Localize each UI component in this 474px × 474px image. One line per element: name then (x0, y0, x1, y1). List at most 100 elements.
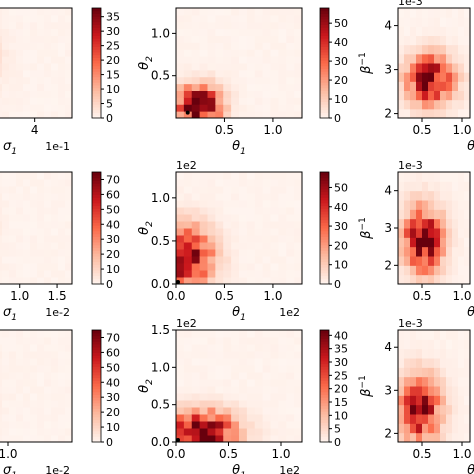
heatmap-cell (231, 21, 240, 30)
heatmap-cell (246, 407, 256, 415)
heatmap-cell (440, 26, 447, 36)
heatmap-cell (294, 235, 302, 243)
heatmap-cell (215, 35, 224, 43)
heatmap-cell (294, 414, 302, 422)
colorbar-segment (320, 411, 329, 415)
heatmap-cell (246, 76, 256, 85)
heatmap-cell (270, 242, 279, 250)
heatmap-cell (440, 330, 447, 340)
heatmap-cell (278, 69, 287, 78)
heatmap-cell (176, 207, 185, 215)
colorbar-segment (92, 216, 101, 221)
heatmap-cell (410, 386, 417, 396)
heatmap-cell (434, 209, 441, 220)
heatmap-cell (37, 49, 45, 57)
heatmap-cell (176, 277, 185, 284)
heatmap-cell (16, 407, 24, 415)
heatmap-cell (440, 108, 447, 118)
heatmap-cell (51, 28, 59, 36)
heatmap-cell (458, 237, 465, 248)
heatmap-cell (278, 97, 287, 105)
heatmap-cell (58, 56, 66, 64)
heatmap-cell (30, 193, 38, 201)
heatmap-cell (239, 42, 248, 50)
heatmap-cell (37, 69, 45, 78)
heatmap-cell (246, 200, 256, 208)
heatmap-cell (183, 365, 193, 373)
heatmap-cell (9, 90, 17, 98)
heatmap-cell (254, 28, 264, 36)
heatmap-cell (262, 235, 271, 243)
colorbar-segment (320, 436, 329, 440)
colorbar-segment (320, 278, 329, 282)
heatmap-cell (44, 256, 52, 264)
heatmap-cell (404, 81, 411, 91)
heatmap-cell (398, 246, 405, 257)
heatmap-cell (270, 221, 279, 229)
heatmap-cell (58, 263, 66, 271)
heatmap-cell (176, 270, 185, 278)
heatmap-cell (37, 330, 45, 338)
heatmap-cell (410, 265, 417, 276)
heatmap-cell (270, 249, 279, 257)
heatmap-cell (51, 330, 59, 338)
heatmap-cell (30, 379, 38, 387)
heatmap-cell (286, 35, 295, 43)
colorbar-tick-label: 60 (106, 346, 120, 359)
heatmap-cell (254, 8, 264, 16)
colorbar-segment (320, 65, 329, 69)
heatmap-cell (398, 35, 405, 46)
heatmap-cell (246, 249, 256, 257)
heatmap-cell (199, 270, 208, 278)
heatmap-cell (37, 407, 45, 415)
heatmap-cell (44, 242, 52, 250)
heatmap-cell (294, 49, 302, 57)
heatmap-cell (44, 428, 52, 436)
heatmap-cell (278, 193, 287, 201)
x-tick-label: 1.0 (0, 447, 18, 461)
colorbar-segment (92, 264, 101, 268)
colorbar-segment (92, 71, 101, 75)
heatmap-cell (23, 330, 31, 338)
heatmap-cell (51, 235, 59, 243)
colorbar-segment (92, 19, 101, 23)
heatmap-cell (231, 8, 240, 16)
heatmap-cell (191, 428, 201, 436)
heatmap-cell (422, 237, 429, 248)
heatmap-cell (398, 8, 405, 18)
heatmap-cell (44, 386, 52, 394)
heatmap-cell (398, 17, 405, 27)
heatmap-cell (16, 330, 24, 338)
heatmap-cell (422, 72, 429, 82)
colorbar-segment (92, 386, 101, 390)
heatmap-cell (30, 400, 38, 408)
heatmap-cell (231, 104, 240, 112)
colorbar-tick-label: 15 (334, 396, 348, 409)
heatmap-cell (231, 249, 240, 257)
heatmap-cell (464, 228, 470, 238)
colorbar-segment (92, 21, 101, 25)
panel-frame (0, 7, 73, 119)
colorbar-segment (92, 79, 101, 83)
heatmap-cell (246, 228, 256, 236)
heatmap-cell (65, 344, 72, 352)
heatmap-cell (183, 200, 193, 208)
colorbar-segment (320, 21, 329, 25)
heatmap-cell (404, 376, 411, 387)
heatmap-cell (254, 421, 264, 429)
heatmap-cell (254, 21, 264, 30)
heatmap-cell (286, 63, 295, 71)
heatmap-cell (404, 26, 411, 36)
heatmap-cell (262, 207, 271, 215)
heatmap-cell (58, 83, 66, 91)
heatmap-cell (262, 76, 271, 85)
heatmap-cell (51, 379, 59, 387)
heatmap-cell (231, 186, 240, 194)
heatmap-cell (294, 428, 302, 436)
heatmap-cell (464, 367, 470, 378)
heatmap-cell (231, 83, 240, 91)
heatmap-cell (254, 379, 264, 387)
heatmap-cell (434, 218, 441, 229)
heatmap-cell (215, 69, 224, 78)
